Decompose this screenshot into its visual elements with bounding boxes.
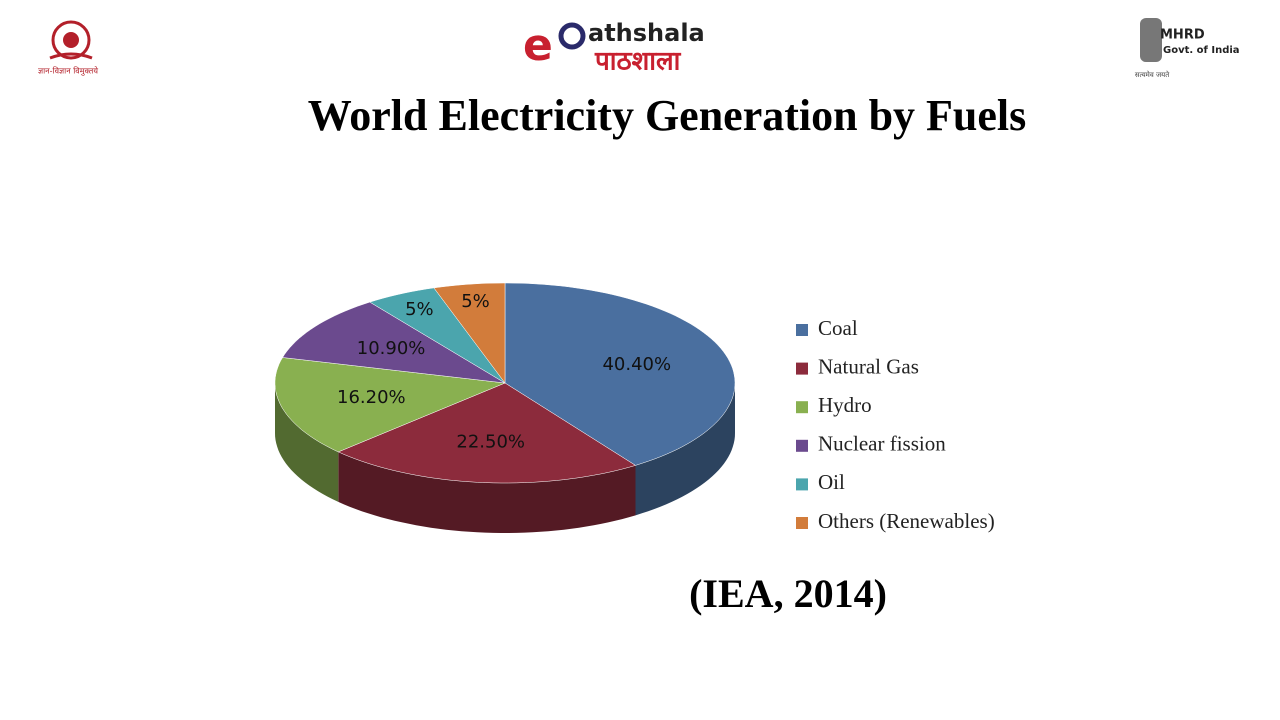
legend-label: Others (Renewables) bbox=[818, 509, 995, 533]
slice bbox=[369, 287, 506, 384]
legend-label: Coal bbox=[818, 316, 858, 340]
legend-label: Natural Gas bbox=[818, 354, 919, 378]
legend-label: Nuclear fission bbox=[818, 432, 946, 456]
legend-swatch bbox=[796, 362, 808, 375]
data-label: 22.50% bbox=[456, 432, 525, 453]
legend-swatch bbox=[796, 324, 808, 336]
slice bbox=[282, 301, 506, 384]
logo-subtitle: Govt. of India bbox=[1163, 45, 1240, 56]
logo-title: MHRD bbox=[1160, 28, 1205, 43]
pie: 40.40% 22.50% 16.20% 10.90% 5% 5% bbox=[274, 282, 736, 533]
legend-label: Oil bbox=[818, 470, 845, 494]
data-label: 16.20% bbox=[337, 387, 406, 408]
mhrd-logo: MHRD Govt. of India सत्यमेव जयते bbox=[1135, 18, 1240, 79]
logo-e: e bbox=[523, 20, 553, 71]
data-label: 40.40% bbox=[602, 354, 671, 375]
legend-swatch bbox=[796, 401, 808, 414]
slice-side bbox=[275, 383, 339, 502]
slice-side bbox=[338, 451, 636, 533]
logo-hindi: पाठशाला bbox=[594, 47, 682, 77]
logo-caption: ज्ञान-विज्ञान विमुक्तये bbox=[38, 66, 98, 77]
chart-title: World Electricity Generation by Fuels bbox=[308, 91, 1027, 140]
data-label: 5% bbox=[461, 291, 490, 312]
slice bbox=[504, 282, 736, 466]
logo-text: athshala bbox=[588, 19, 705, 47]
slice bbox=[337, 382, 637, 484]
source: (IEA, 2014) bbox=[689, 571, 887, 616]
legend-swatch bbox=[796, 478, 808, 491]
data-label: 5% bbox=[405, 299, 434, 320]
legend-label: Hydro bbox=[818, 393, 872, 417]
ugc-logo: ज्ञान-विज्ञान विमुक्तये bbox=[38, 20, 98, 77]
legend-swatch bbox=[796, 439, 808, 452]
slice bbox=[433, 282, 506, 384]
logo-motto: सत्यमेव जयते bbox=[1135, 70, 1170, 79]
slice-side bbox=[635, 383, 735, 516]
data-label: 10.90% bbox=[357, 338, 426, 359]
slice bbox=[274, 357, 506, 453]
epathshala-logo: e athshala पाठशाला bbox=[523, 19, 705, 77]
legend-swatch bbox=[796, 517, 808, 529]
legend: Coal Natural Gas Hydro Nuclear fission Oil Ot… bbox=[796, 316, 995, 533]
